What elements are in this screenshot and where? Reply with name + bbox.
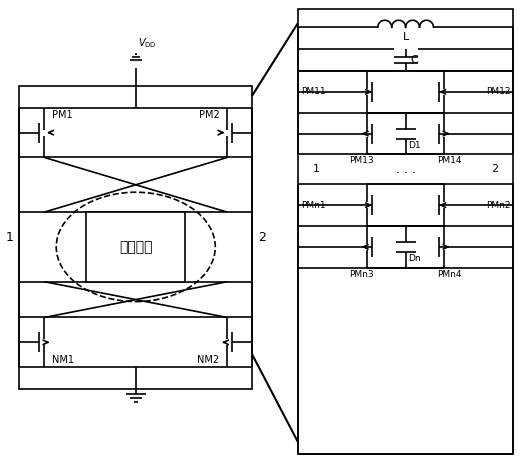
Text: 谐振回路: 谐振回路 <box>119 240 152 254</box>
Text: 1: 1 <box>313 164 319 175</box>
Text: PMn4: PMn4 <box>437 270 461 279</box>
Text: PM14: PM14 <box>437 156 461 165</box>
Text: 2: 2 <box>258 231 266 244</box>
Bar <box>86 212 185 282</box>
Bar <box>298 9 514 454</box>
Text: C: C <box>411 55 418 65</box>
Text: NM1: NM1 <box>52 355 74 365</box>
Text: NM2: NM2 <box>197 355 219 365</box>
Text: PMn1: PMn1 <box>301 200 325 210</box>
Text: PM2: PM2 <box>198 110 219 120</box>
Text: PM13: PM13 <box>350 156 374 165</box>
Bar <box>19 86 252 389</box>
Text: $V_\mathrm{DD}$: $V_\mathrm{DD}$ <box>138 36 157 50</box>
Text: PM11: PM11 <box>301 88 325 96</box>
Text: PMn2: PMn2 <box>486 200 511 210</box>
Text: L: L <box>402 32 409 42</box>
Text: Dn: Dn <box>409 254 421 263</box>
Text: PM12: PM12 <box>486 88 511 96</box>
Text: D1: D1 <box>409 141 421 150</box>
Text: PMn3: PMn3 <box>350 270 374 279</box>
Text: 1: 1 <box>6 231 14 244</box>
Text: PM1: PM1 <box>52 110 73 120</box>
Text: . . .: . . . <box>396 163 416 176</box>
Text: 2: 2 <box>491 164 499 175</box>
